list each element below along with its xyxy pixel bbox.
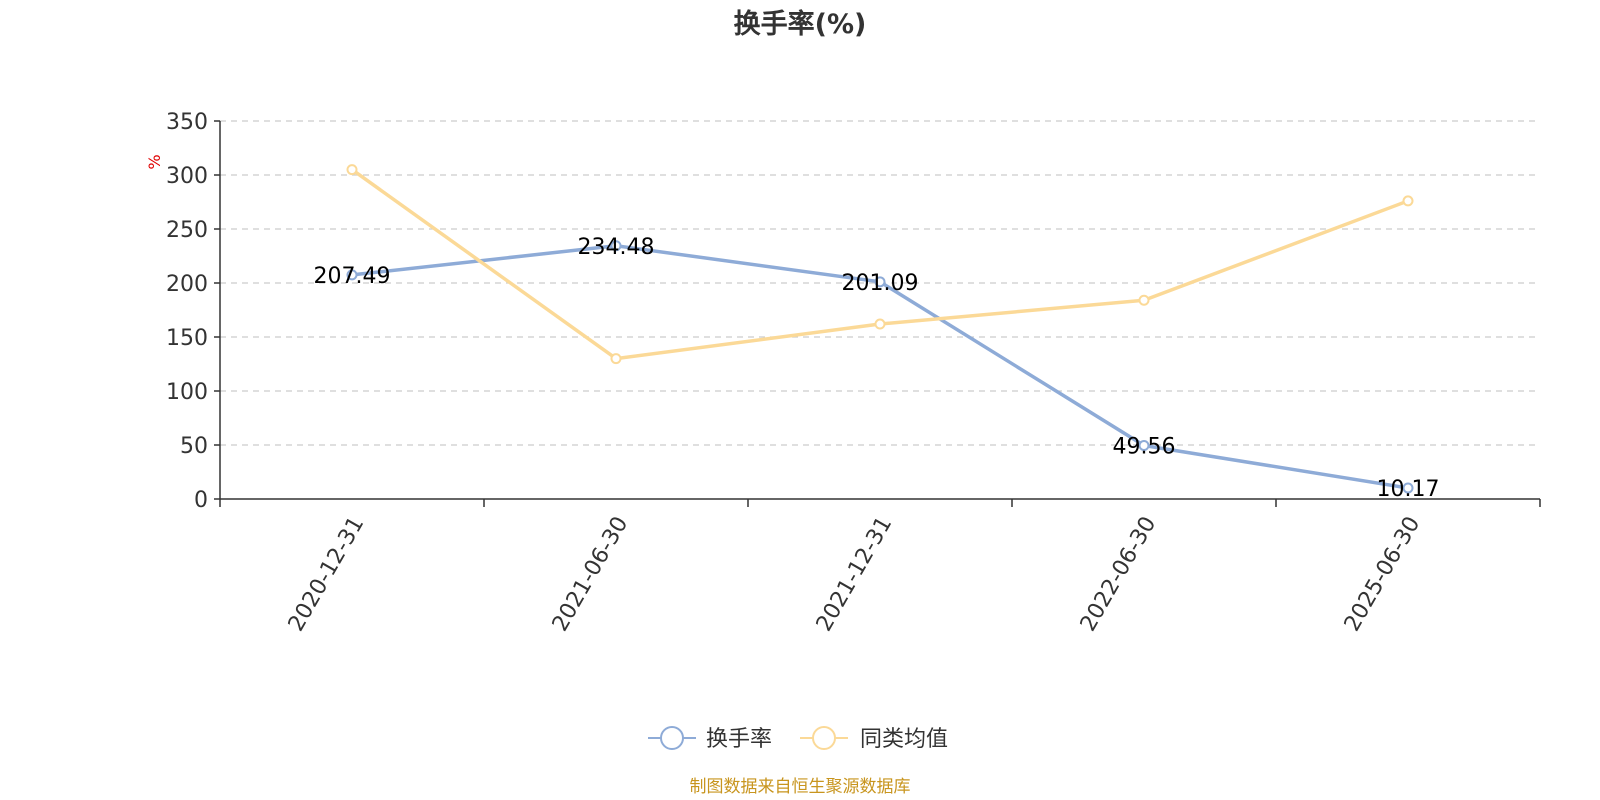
point-0-2020-12-31[interactable] — [346, 269, 358, 281]
x-tick-label-2020-12-31: 2020-12-31 — [284, 513, 370, 636]
legend-marker-peer-average — [812, 726, 836, 750]
series-line-1 — [350, 168, 1409, 361]
point-0-2022-06-30[interactable] — [1138, 439, 1150, 451]
y-tick-label-350: 350 — [166, 110, 208, 135]
point-1-2021-12-31[interactable] — [874, 318, 886, 330]
data-source-note: 制图数据来自恒生聚源数据库 — [690, 777, 911, 797]
axes: 0 50 100 150 200 250 300 350 2020-12-31 2021-06-3… — [166, 110, 1541, 636]
legend-marker-turnover — [660, 726, 684, 750]
data-label-2021-12-31: 201.09 — [842, 271, 919, 296]
data-labels: 207.49 234.48 201.09 49.56 10.17 — [314, 235, 1440, 502]
x-tick-label-2025-06-30: 2025-06-30 — [1340, 513, 1426, 636]
y-tick-label-150: 150 — [166, 326, 208, 351]
point-0-2025-06-30[interactable] — [1402, 482, 1414, 494]
data-label-2022-06-30: 49.56 — [1113, 434, 1176, 459]
data-label-2021-06-30: 234.48 — [578, 235, 655, 260]
point-1-2025-06-30[interactable] — [1402, 195, 1414, 207]
point-1-2022-06-30[interactable] — [1138, 294, 1150, 306]
legend-item-turnover[interactable]: 换手率 — [648, 726, 772, 752]
series-layer — [346, 164, 1414, 494]
x-tick-label-2021-12-31: 2021-12-31 — [812, 513, 898, 636]
data-label-2020-12-31: 207.49 — [314, 264, 391, 289]
chart-title: 换手率(%) — [734, 8, 867, 40]
legend-label-turnover: 换手率 — [706, 727, 772, 752]
point-0-2021-12-31[interactable] — [874, 276, 886, 288]
x-tick-label-2021-06-30: 2021-06-30 — [548, 513, 634, 636]
legend: 换手率 同类均值 — [648, 726, 948, 752]
y-tick-label-0: 0 — [194, 488, 208, 513]
data-label-2025-06-30: 10.17 — [1377, 477, 1440, 502]
legend-label-peer-average: 同类均值 — [860, 727, 948, 752]
x-tick-label-2022-06-30: 2022-06-30 — [1076, 513, 1162, 636]
legend-item-peer-average[interactable]: 同类均值 — [800, 726, 948, 752]
point-1-2020-12-31[interactable] — [346, 164, 358, 176]
point-1-2021-06-30[interactable] — [610, 353, 622, 365]
y-tick-label-100: 100 — [166, 380, 208, 405]
point-0-2021-06-30[interactable] — [610, 240, 622, 252]
gridlines — [220, 120, 1540, 446]
y-tick-label-250: 250 — [166, 218, 208, 243]
y-tick-label-300: 300 — [166, 164, 208, 189]
y-tick-label-50: 50 — [180, 434, 208, 459]
y-tick-label-200: 200 — [166, 272, 208, 297]
y-axis-label: % — [145, 154, 164, 169]
